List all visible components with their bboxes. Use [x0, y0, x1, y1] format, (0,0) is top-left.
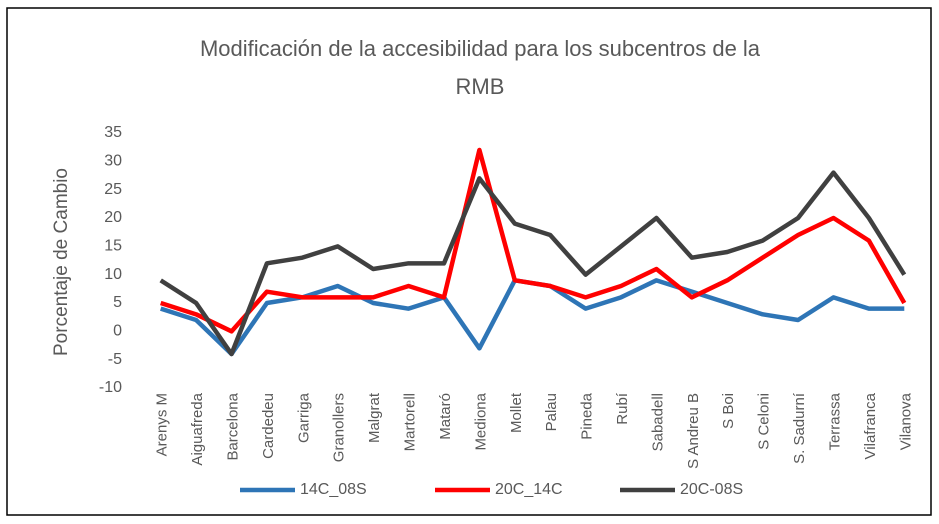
x-tick-label: Rubí	[614, 392, 631, 425]
x-tick-label: Pineda	[579, 392, 596, 439]
legend-label: 20C-08S	[680, 481, 743, 498]
x-tick-label: Mollet	[508, 392, 525, 433]
x-tick-label: Vilafranca	[862, 392, 879, 459]
x-tick-label: Palau	[543, 393, 560, 431]
y-tick-label: 5	[113, 294, 122, 311]
x-tick-label: Barcelona	[224, 392, 241, 460]
x-tick-label: Aiguafreda	[189, 392, 206, 465]
chart-frame	[6, 7, 932, 516]
y-tick-label: 35	[104, 124, 122, 141]
line-series	[159, 170, 907, 357]
legend-label: 20C_14C	[495, 481, 563, 498]
x-tick-label: S Boi	[720, 393, 737, 429]
x-tick-label: Martorell	[402, 393, 419, 451]
x-tick-label: Garriga	[295, 392, 312, 443]
x-tick-label: S. Sadurní	[791, 392, 808, 464]
y-tick-label: 0	[113, 323, 122, 340]
x-tick-label: S Andreu B	[685, 393, 702, 469]
line-series	[160, 147, 907, 334]
y-tick-label: 20	[104, 209, 122, 226]
y-tick-label: 30	[104, 153, 122, 170]
chart-title: RMB	[456, 74, 505, 99]
y-axis-label: Porcentaje de Cambio	[51, 168, 72, 356]
chart-title: Modificación de la accesibilidad para lo…	[200, 36, 761, 61]
x-tick-label: S Celoni	[756, 393, 773, 450]
x-tick-label: Arenys M	[154, 393, 171, 456]
x-tick-label: Granollers	[331, 393, 348, 462]
x-tick-label: Sabadell	[649, 393, 666, 451]
y-tick-label: -5	[108, 351, 122, 368]
x-tick-label: Mataró	[437, 393, 454, 440]
y-tick-label: 25	[104, 181, 122, 198]
x-tick-label: Terrassa	[826, 392, 843, 450]
y-tick-label: -10	[99, 379, 122, 396]
x-tick-label: Malgrat	[366, 392, 383, 443]
x-tick-label: Vilanova	[897, 392, 914, 450]
y-tick-label: 10	[104, 266, 122, 283]
legend-label: 14C_08S	[300, 481, 367, 498]
x-tick-label: Mediona	[472, 392, 489, 450]
y-tick-label: 15	[104, 238, 122, 255]
x-tick-label: Cardedeu	[260, 393, 277, 459]
